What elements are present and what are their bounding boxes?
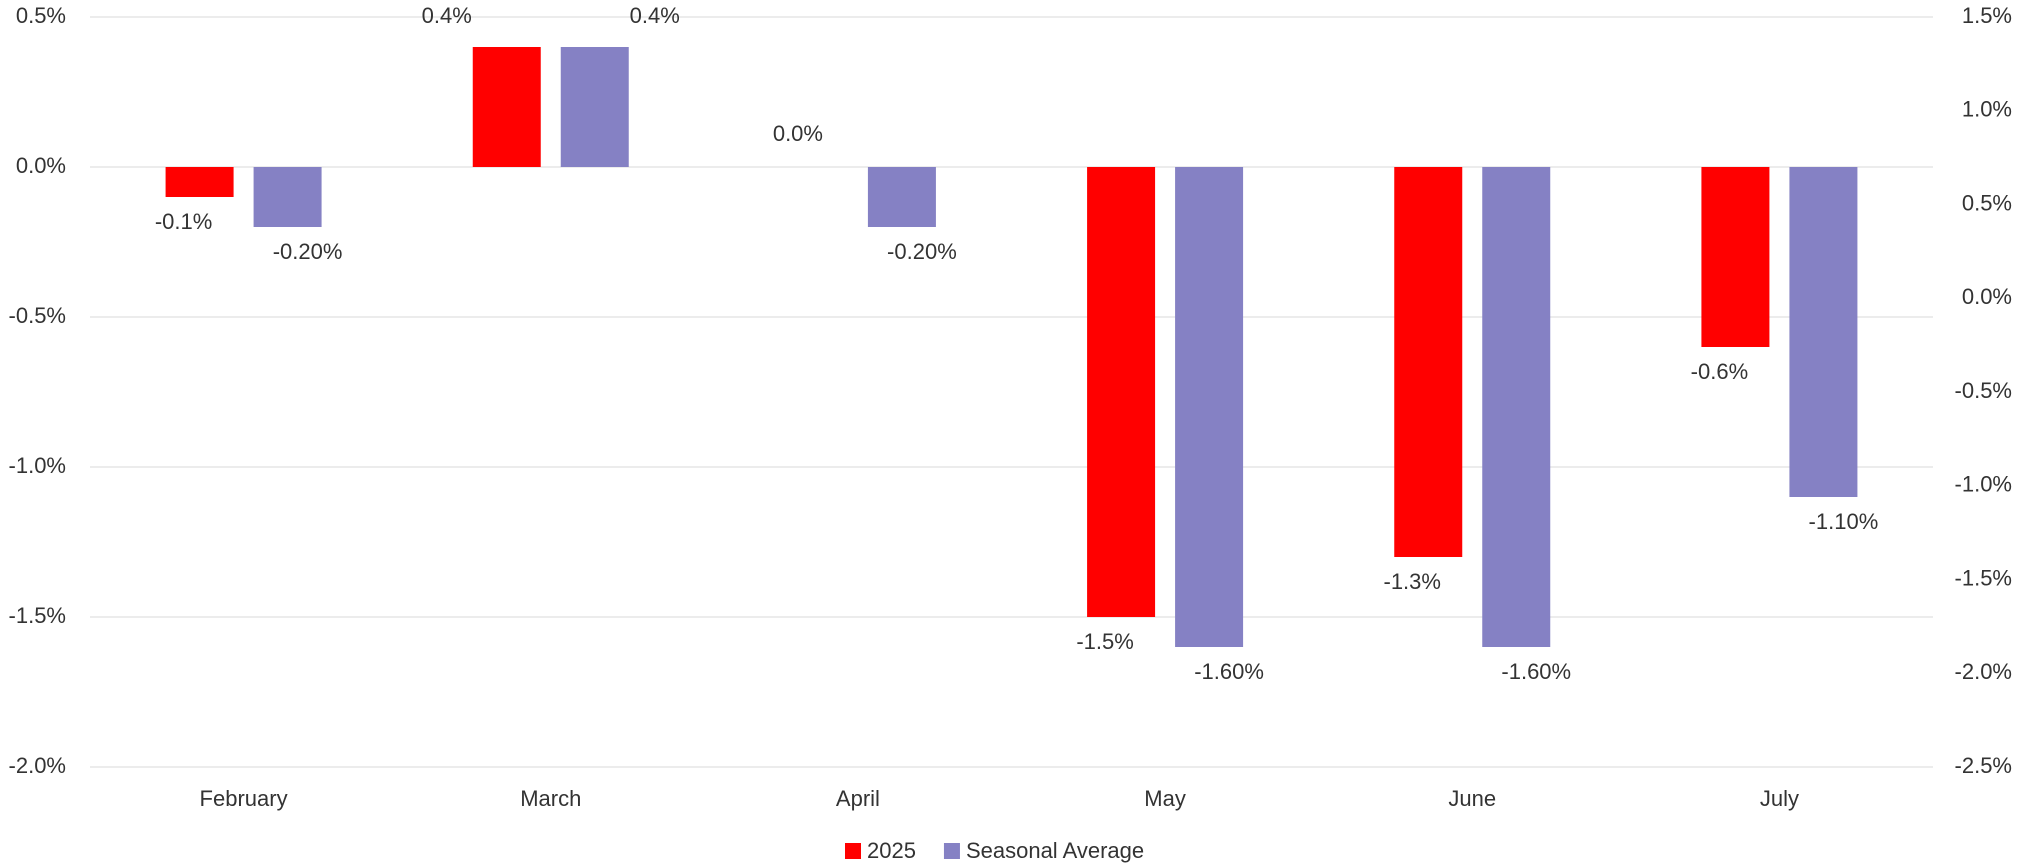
legend-label: 2025 — [867, 838, 916, 863]
legend-swatch — [943, 843, 960, 859]
bar — [867, 167, 936, 227]
bar — [560, 47, 629, 167]
bar — [253, 167, 322, 227]
x-tick-label: June — [1448, 786, 1496, 811]
bar — [165, 167, 234, 197]
data-label: -1.3% — [1384, 569, 1441, 594]
bar — [1394, 167, 1463, 557]
data-label: -1.60% — [1194, 659, 1264, 684]
y2-tick-label: 0.0% — [1962, 284, 2012, 309]
x-tick-label: March — [520, 786, 581, 811]
bar — [1701, 167, 1770, 347]
bar — [1789, 167, 1858, 497]
data-label: 0.4% — [630, 3, 680, 28]
y2-tick-label: -1.0% — [1955, 472, 2012, 497]
y-tick-label: -1.0% — [9, 453, 66, 478]
data-label: -0.6% — [1691, 359, 1748, 384]
y-tick-label: 0.0% — [16, 153, 66, 178]
y2-tick-label: -2.0% — [1955, 659, 2012, 684]
y2-tick-label: 1.5% — [1962, 3, 2012, 28]
data-label: -1.10% — [1809, 509, 1879, 534]
y-tick-label: 0.5% — [16, 3, 66, 28]
y2-tick-label: 0.5% — [1962, 190, 2012, 215]
y-tick-label: -1.5% — [9, 603, 66, 628]
data-label: -0.20% — [887, 239, 957, 264]
bar — [1087, 167, 1156, 617]
data-label: -1.60% — [1501, 659, 1571, 684]
y-tick-label: -2.0% — [9, 753, 66, 778]
y2-tick-label: -1.5% — [1955, 565, 2012, 590]
y2-tick-label: -2.5% — [1955, 753, 2012, 778]
legend-label: Seasonal Average — [966, 838, 1144, 863]
legend-swatch — [845, 843, 861, 859]
bar — [472, 47, 541, 167]
data-label: 0.4% — [422, 3, 472, 28]
data-label: -0.1% — [155, 209, 212, 234]
x-tick-label: May — [1144, 786, 1186, 811]
y2-tick-label: -0.5% — [1955, 378, 2012, 403]
x-tick-label: April — [836, 786, 880, 811]
data-label: -0.20% — [273, 239, 343, 264]
y-tick-label: -0.5% — [9, 303, 66, 328]
data-label: 0.0% — [773, 121, 823, 146]
data-label: -1.5% — [1076, 629, 1133, 654]
x-tick-label: February — [200, 786, 288, 811]
y2-tick-label: 1.0% — [1962, 97, 2012, 122]
x-tick-label: July — [1760, 786, 1799, 811]
bar — [1175, 167, 1244, 647]
bar — [1482, 167, 1551, 647]
